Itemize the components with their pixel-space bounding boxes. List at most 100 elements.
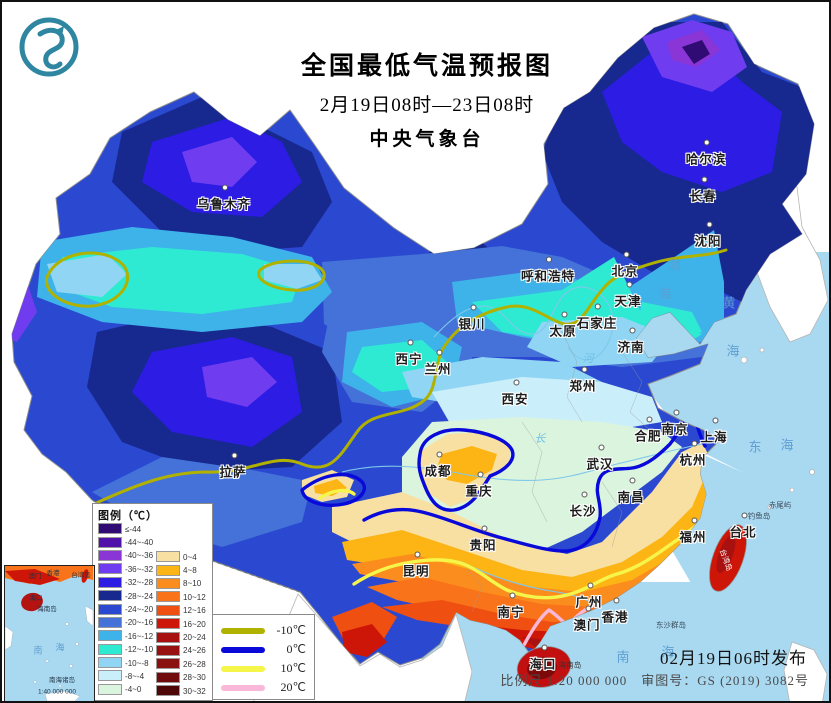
legend-color-swatch: [156, 618, 180, 630]
legend-color-swatch: [98, 549, 122, 561]
legend-color-swatch: [98, 603, 122, 615]
legend-color-swatch: [98, 576, 122, 588]
legend-range-label: -24~-20: [125, 604, 154, 614]
legend-row: 28~30: [156, 671, 207, 684]
forecast-period: 2月19日08时—23日08时: [319, 95, 535, 116]
legend-row: -24~-20: [98, 602, 155, 615]
legend-row: 4~8: [156, 563, 207, 576]
legend-row: 8~10: [156, 577, 207, 590]
legend-color-swatch: [98, 536, 122, 548]
south-china-sea-inset: 澳门 香港 台湾岛海口海南岛南 海南海诸岛 1:40 000 000: [4, 565, 95, 701]
legend-range-label: -40~-36: [125, 550, 154, 561]
legend-color-swatch: [98, 563, 122, 575]
legend-color-swatch: [156, 658, 180, 670]
legend-row: -16~-12: [98, 629, 155, 642]
legend-range-label: 12~16: [183, 605, 206, 616]
isotherm-value-label: -10℃: [276, 623, 306, 637]
legend-row: -4~0: [98, 683, 155, 696]
isotherms: [45, 248, 728, 647]
inset-label: 1:40 000 000: [38, 688, 76, 696]
inset-label: 海: [55, 642, 65, 653]
legend-range-label: -12~-10: [125, 644, 154, 654]
legend-row: -10~-8: [98, 656, 155, 669]
legend-row: 16~20: [156, 617, 207, 630]
cma-logo: [19, 17, 79, 77]
legend-range-label: -10~-8: [125, 657, 149, 668]
isotherm-legend-row: -10℃: [221, 621, 306, 640]
isotherm-legend: -10℃ 0℃ 10℃ 20℃: [212, 614, 315, 700]
isotherm-line-swatch: [221, 646, 265, 653]
legend-range-label: -36~-32: [125, 564, 154, 574]
legend-row: 26~28: [156, 657, 207, 670]
isotherm-value-label: 10℃: [280, 661, 306, 675]
legend-range-label: -8~-4: [125, 671, 145, 681]
legend-column-cold: ≤-44 -44~-40 -40~-36 -36~-32 -32~-28 -28~-24 -…: [98, 522, 155, 696]
legend-range-label: -20~-16: [125, 617, 154, 628]
province-borders: [461, 331, 653, 613]
legend-row: -32~-28: [98, 576, 155, 589]
isotherm-value-label: 20℃: [280, 680, 306, 694]
legend-row: 24~26: [156, 644, 207, 657]
legend-range-label: 24~26: [183, 645, 206, 656]
legend-row: 10~12: [156, 590, 207, 603]
legend-row: -8~-4: [98, 669, 155, 682]
legend-range-label: 4~8: [183, 565, 197, 575]
legend-range-label: 20~24: [183, 632, 206, 642]
inset-label: 香港: [46, 570, 60, 577]
legend-range-label: -16~-12: [125, 631, 154, 641]
legend-color-swatch: [156, 564, 180, 576]
isotherm-legend-row: 10℃: [221, 659, 306, 678]
legend-color-swatch: [98, 643, 122, 655]
inset-label: 海南岛: [37, 606, 57, 613]
legend-range-label: 8~10: [183, 578, 202, 589]
agency-name: 中央气象台: [369, 129, 485, 150]
legend-row: -12~-10: [98, 643, 155, 656]
legend-range-label: 26~28: [183, 659, 206, 669]
legend-color-swatch: [98, 590, 122, 602]
legend-color-swatch: [98, 630, 122, 642]
legend-range-label: 28~30: [183, 672, 206, 682]
isotherm-line-swatch: [221, 627, 265, 634]
legend-row: ≤-44: [98, 522, 155, 535]
legend-color-swatch: [98, 523, 122, 535]
isotherm-value-label: 0℃: [286, 642, 306, 656]
legend-row: -36~-32: [98, 562, 155, 575]
legend-range-label: -4~0: [125, 684, 142, 695]
inset-label: 南海诸岛: [49, 677, 75, 684]
legend-color-swatch: [98, 616, 122, 628]
isotherm-10: [318, 488, 722, 600]
rivers: [341, 286, 703, 610]
legend-color-swatch: [98, 670, 122, 682]
legend-title: 图例（℃）: [98, 510, 158, 522]
legend-row: 0~4: [156, 550, 207, 563]
inset-map: [5, 566, 93, 701]
inset-label: 海口: [29, 595, 43, 602]
legend-color-swatch: [156, 577, 180, 589]
legend-range-label: ≤-44: [125, 523, 142, 534]
legend-range-label: -44~-40: [125, 537, 154, 547]
legend-range-label: 10~12: [183, 592, 206, 602]
legend-range-label: -28~-24: [125, 590, 154, 601]
legend-range-label: -32~-28: [125, 577, 154, 588]
inset-label: 南: [33, 645, 43, 656]
legend-row: -44~-40: [98, 535, 155, 548]
isotherm-0: [300, 402, 707, 553]
legend-color-swatch: [156, 604, 180, 616]
page-title: 全国最低气温预报图: [300, 53, 553, 80]
legend-range-label: 30~32: [183, 685, 206, 696]
isotherm-legend-row: 20℃: [221, 678, 306, 697]
inset-label: 澳门: [28, 573, 42, 580]
legend-row: 12~16: [156, 604, 207, 617]
temperature-legend: 图例（℃） ≤-44 -44~-40 -40~-36 -36~-32 -32~-28 -2…: [92, 503, 213, 701]
legend-color-swatch: [98, 657, 122, 669]
legend-row: -20~-16: [98, 616, 155, 629]
inset-label: 台湾岛: [71, 572, 91, 579]
luzon-island: [783, 641, 828, 701]
issue-time: 02月19日06时发布: [660, 649, 807, 668]
map-scale-and-license: 比例尺 1:20 000 000 审图号：GS (2019) 3082号: [500, 673, 809, 688]
isotherm-minus10: [45, 248, 728, 506]
legend-row: 20~24: [156, 630, 207, 643]
islands: [516, 524, 747, 688]
isotherm-line-swatch: [221, 684, 265, 691]
